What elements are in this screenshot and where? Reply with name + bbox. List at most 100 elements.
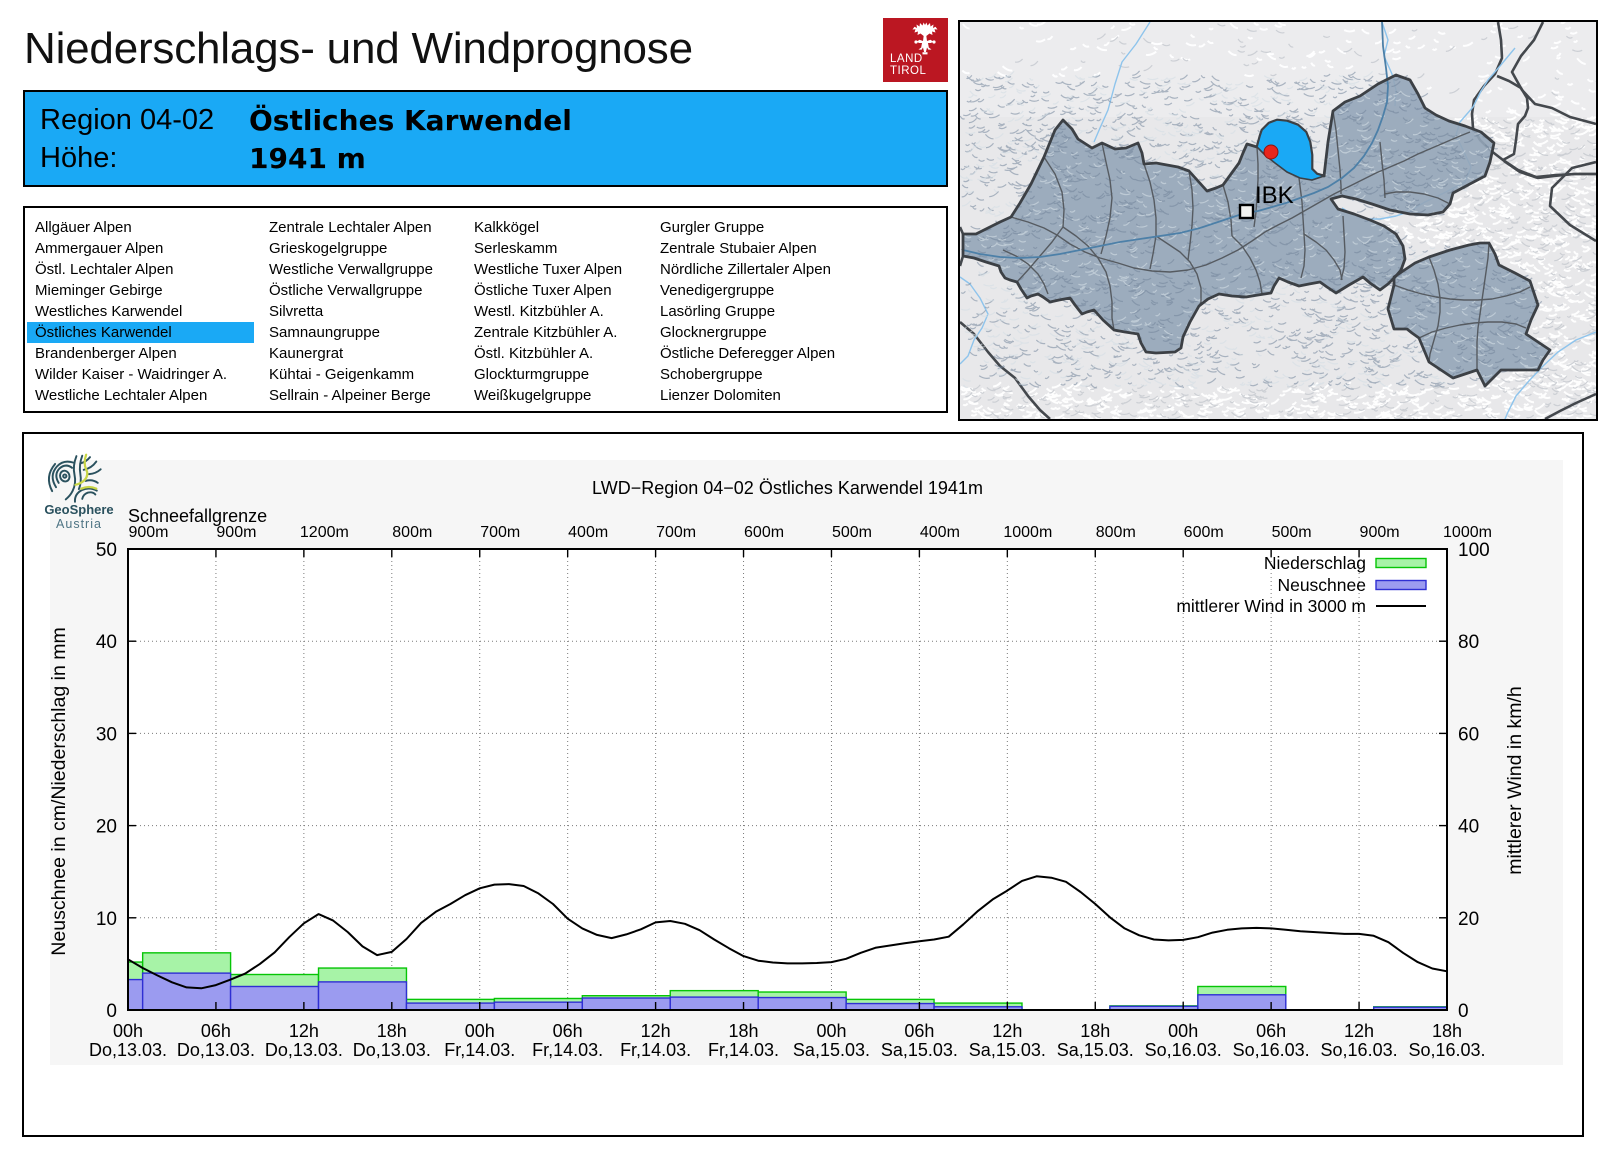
sub-region-border bbox=[1297, 169, 1306, 279]
sub-region-border bbox=[1379, 141, 1386, 199]
region-list-item[interactable]: Wilder Kaiser - Waidringer A. bbox=[35, 366, 227, 383]
x-tick-time: 00h bbox=[113, 1021, 143, 1041]
tirol-map-svg: IBK bbox=[958, 20, 1600, 424]
sub-region-border bbox=[1428, 256, 1441, 363]
sub-region-border bbox=[1002, 249, 1049, 295]
region-list-item[interactable]: Westliche Lechtaler Alpen bbox=[35, 387, 208, 404]
snowline-label: 400m bbox=[568, 524, 608, 541]
map-region-highlight bbox=[1256, 119, 1327, 181]
region-list-item[interactable]: Östl. Lechtaler Alpen bbox=[35, 261, 174, 278]
x-tick-date: Do,13.03. bbox=[177, 1040, 255, 1060]
region-list-item[interactable]: Brandenberger Alpen bbox=[35, 345, 177, 362]
region-list-item[interactable]: Samnaungruppe bbox=[269, 324, 380, 341]
region-list-item[interactable]: Weißkugelgruppe bbox=[474, 387, 592, 404]
region-list-item[interactable]: Nördliche Zillertaler Alpen bbox=[660, 261, 831, 278]
x-tick-time: 06h bbox=[904, 1021, 934, 1041]
snow-bar bbox=[229, 985, 320, 1011]
region-list-column: Gurgler Gruppe Zentrale Stubaier Alpen Nör… bbox=[652, 217, 879, 406]
region-list-item[interactable]: Zentrale Stubaier Alpen bbox=[660, 240, 817, 257]
geosphere-name: GeoSphere bbox=[44, 502, 113, 517]
region-list-item[interactable]: Allgäuer Alpen bbox=[35, 219, 132, 236]
y-tick-label: 50 bbox=[96, 540, 117, 561]
region-list-item[interactable]: Östliche Verwallgruppe bbox=[269, 282, 423, 299]
region-list-item[interactable]: Ammergauer Alpen bbox=[35, 240, 164, 257]
snowline-label: 500m bbox=[832, 524, 872, 541]
snowline-label: 1000m bbox=[1443, 524, 1492, 541]
x-tick-time: 12h bbox=[1344, 1021, 1374, 1041]
sub-region-border bbox=[1043, 156, 1065, 228]
snowline-label: 800m bbox=[392, 524, 432, 541]
snowline-label: 900m bbox=[216, 524, 256, 541]
chart-top-axis-label: Schneefallgrenze bbox=[128, 506, 267, 526]
wind-line bbox=[127, 875, 1448, 990]
region-marker-dot bbox=[1263, 144, 1279, 160]
region-list-item[interactable]: Zentrale Lechtaler Alpen bbox=[269, 219, 432, 236]
sub-region-border bbox=[1393, 284, 1531, 301]
page-title: Niederschlags- und Windprognose bbox=[24, 24, 693, 73]
sub-region-border bbox=[1010, 131, 1471, 273]
sub-region-border bbox=[1155, 235, 1202, 307]
region-list-item[interactable]: Westliche Verwallgruppe bbox=[269, 261, 433, 278]
geosphere-country: Austria bbox=[56, 517, 102, 531]
region-list-item[interactable]: Lienzer Dolomiten bbox=[660, 387, 781, 404]
region-list-item[interactable]: Östliches Karwendel bbox=[27, 322, 254, 343]
region-list-item[interactable]: Mieminger Gebirge bbox=[35, 282, 163, 299]
region-list-item[interactable]: Glockturmgruppe bbox=[474, 366, 590, 383]
tirol-map[interactable]: IBK bbox=[958, 20, 1600, 424]
y2-tick-label: 60 bbox=[1458, 724, 1479, 745]
logo-land-text: LAND bbox=[890, 53, 923, 65]
sub-region-border bbox=[1062, 226, 1115, 331]
region-list-item[interactable]: Schobergruppe bbox=[660, 366, 763, 383]
region-list-item[interactable]: Silvretta bbox=[269, 303, 324, 320]
sub-region-border bbox=[1383, 191, 1451, 205]
y2-tick-label: 20 bbox=[1458, 909, 1479, 930]
region-list-item[interactable]: Östliche Deferegger Alpen bbox=[660, 345, 836, 362]
river-line bbox=[959, 276, 989, 365]
region-list-item[interactable]: Östliche Tuxer Alpen bbox=[474, 282, 612, 299]
region-list-item[interactable]: Westliche Tuxer Alpen bbox=[474, 261, 623, 278]
x-tick-time: 12h bbox=[992, 1021, 1022, 1041]
snow-bar bbox=[581, 997, 671, 1011]
region-list-item[interactable]: Kühtai - Geigenkamm bbox=[269, 366, 415, 383]
snowline-label: 900m bbox=[128, 524, 168, 541]
x-tick-time: 00h bbox=[465, 1021, 495, 1041]
snow-bar bbox=[757, 996, 847, 1011]
y-tick-label: 30 bbox=[96, 724, 117, 745]
map-city-label: IBK bbox=[1255, 182, 1294, 209]
region-list-item[interactable]: Zentrale Kitzbühler A. bbox=[474, 324, 618, 341]
region-list-item[interactable]: Lasörling Gruppe bbox=[660, 303, 776, 320]
region-list-item[interactable]: Sellrain - Alpeiner Berge bbox=[269, 387, 431, 404]
x-tick-time: 18h bbox=[1432, 1021, 1462, 1041]
x-tick-time: 06h bbox=[201, 1021, 231, 1041]
region-list-item[interactable]: Grieskogelgruppe bbox=[269, 240, 388, 257]
city-marker-square bbox=[1238, 203, 1255, 220]
region-list-item[interactable]: Kaunergrat bbox=[269, 345, 344, 362]
x-tick-time: 18h bbox=[729, 1021, 759, 1041]
snow-bar bbox=[493, 1001, 584, 1011]
x-tick-date: Sa,15.03. bbox=[793, 1040, 870, 1060]
region-list-item[interactable]: Venedigergruppe bbox=[660, 282, 775, 299]
x-tick-date: Fr,14.03. bbox=[620, 1040, 691, 1060]
inn-river bbox=[962, 21, 1389, 259]
legend-label: mittlerer Wind in 3000 m bbox=[1176, 596, 1366, 616]
forecast-chart: LWD−Region 04−02 Östliches Karwendel 194… bbox=[22, 432, 1584, 1137]
region-list-item[interactable]: Glocknergruppe bbox=[660, 324, 767, 341]
region-list-item[interactable]: Östl. Kitzbühler A. bbox=[474, 345, 594, 362]
region-list-column: Kalkkögel Serleskamm Westliche Tuxer Alpen… bbox=[466, 217, 693, 406]
river-line bbox=[1504, 331, 1597, 420]
region-list-column: Allgäuer Alpen Ammergauer Alpen Östl. Lech… bbox=[27, 217, 254, 406]
state-border bbox=[961, 73, 1496, 355]
x-tick-date: So,16.03. bbox=[1321, 1040, 1398, 1060]
region-list-item[interactable]: Gurgler Gruppe bbox=[660, 219, 765, 236]
snow-bar bbox=[127, 978, 144, 1011]
snow-bar bbox=[317, 981, 408, 1011]
region-list-item[interactable]: Kalkkögel bbox=[474, 219, 540, 236]
y2-tick-label: 80 bbox=[1458, 632, 1479, 653]
sub-region-border bbox=[1476, 242, 1490, 370]
forecast-chart-svg: LWD−Region 04−02 Östliches Karwendel 194… bbox=[44, 453, 1563, 1065]
sub-region-border bbox=[1016, 226, 1064, 283]
region-list-item[interactable]: Westliches Karwendel bbox=[35, 303, 183, 320]
region-list-item[interactable]: Westl. Kitzbühler A. bbox=[474, 303, 604, 320]
region-list-item[interactable]: Serleskamm bbox=[474, 240, 558, 257]
